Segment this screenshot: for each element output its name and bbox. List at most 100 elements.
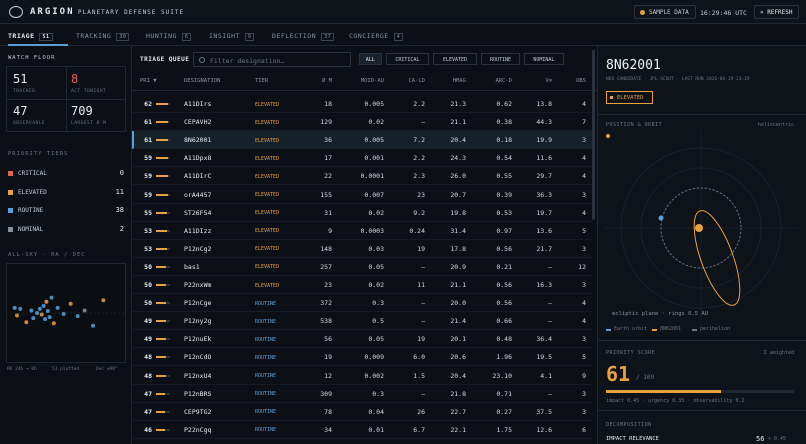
sky-point xyxy=(82,308,87,313)
cell: A11Dpx8 xyxy=(184,154,212,163)
filter-button[interactable]: ROUTINE xyxy=(480,53,521,65)
cell: ELEVATED xyxy=(255,192,280,198)
column-header[interactable]: V∞ xyxy=(545,78,552,84)
cell: 0.48 xyxy=(496,335,512,344)
legend-label: Earth orbit xyxy=(614,326,648,332)
cell: 4 xyxy=(582,172,586,181)
table-row[interactable] xyxy=(132,186,592,204)
cell: 8N62001 xyxy=(184,136,212,145)
table-row[interactable] xyxy=(132,95,592,113)
sky-footer: Dec ±90° xyxy=(96,367,118,372)
stat-label: ACT TONIGHT xyxy=(71,89,107,94)
cell: 56 xyxy=(324,335,332,344)
table-row[interactable] xyxy=(132,312,592,331)
brand: ARGION xyxy=(30,7,75,17)
column-header[interactable]: ARC·D xyxy=(495,78,512,84)
table-row[interactable] xyxy=(132,403,592,421)
filter-input[interactable]: Filter designation… xyxy=(193,52,351,67)
cell: 0.62 xyxy=(496,100,512,108)
table-row[interactable] xyxy=(132,222,592,240)
cell: ELEVATED xyxy=(255,228,280,235)
search-icon xyxy=(199,57,205,63)
table-row[interactable] xyxy=(132,131,592,150)
section-title: POSITION & ORBIT xyxy=(606,122,663,128)
cell: P22nxWm xyxy=(184,281,212,289)
priority-value: 59 xyxy=(144,190,152,199)
column-header[interactable]: TIER xyxy=(255,78,269,84)
cell: 3 xyxy=(582,190,586,199)
cell: 78 xyxy=(324,407,332,416)
cell: 129 xyxy=(320,118,332,127)
cell: 23 xyxy=(417,190,425,199)
cell: 257 xyxy=(320,262,332,271)
table-row[interactable] xyxy=(132,204,592,222)
column-header[interactable]: HMAG xyxy=(452,78,466,84)
cell: — xyxy=(421,262,425,271)
stat-value: 8 xyxy=(71,72,79,86)
stat-value: 47 xyxy=(13,104,28,118)
column-header[interactable]: DESIGNATION xyxy=(184,78,221,84)
sky-footer: 51 plotted xyxy=(52,367,80,372)
column-header[interactable]: OBS xyxy=(576,78,586,84)
cell: 4 xyxy=(582,208,586,217)
cell: 13.6 xyxy=(536,226,552,235)
tab[interactable]: TRACKING 30 xyxy=(76,24,136,46)
column-header[interactable]: Ø M xyxy=(322,78,332,84)
sky-point xyxy=(44,299,49,304)
priority-value: 49 xyxy=(144,317,152,326)
cell: A11DIrC xyxy=(184,172,212,181)
cell: 5 xyxy=(582,226,586,235)
cell: 0.97 xyxy=(496,226,512,235)
table-row[interactable] xyxy=(132,149,592,168)
filter-button[interactable]: NOMINAL xyxy=(524,53,564,65)
tab[interactable]: DEFLECTION 37 xyxy=(272,24,335,46)
earth xyxy=(658,215,664,221)
cell: 1.5 xyxy=(413,371,425,380)
tab[interactable]: TRIAGE 51 xyxy=(8,24,68,46)
table-row[interactable] xyxy=(132,385,592,403)
cell: — xyxy=(421,118,425,127)
cell: 6 xyxy=(582,425,586,434)
table-row[interactable] xyxy=(132,167,592,186)
tab[interactable]: CONCIERGE 4 xyxy=(349,24,409,46)
cell: — xyxy=(548,317,552,326)
table-row[interactable] xyxy=(132,113,592,132)
table-row[interactable] xyxy=(132,421,592,439)
divider xyxy=(597,410,806,411)
sample-badge: SAMPLE DATA xyxy=(634,5,696,19)
table-row[interactable] xyxy=(132,330,592,349)
tab[interactable]: HUNTING 6 xyxy=(146,24,206,46)
tab[interactable]: INSIGHT 9 xyxy=(209,24,269,46)
cell: 0.05 xyxy=(368,262,384,271)
table-row[interactable] xyxy=(132,276,592,294)
table-row[interactable] xyxy=(132,367,592,385)
cell: 0.21 xyxy=(496,262,512,271)
priority-value: 48 xyxy=(144,353,152,362)
section-title: DECOMPOSITION xyxy=(606,422,652,428)
cell: 4 xyxy=(582,100,586,108)
column-header[interactable]: CA·LD xyxy=(408,78,425,84)
decomp-label: IMPACT RELEVANCE xyxy=(606,436,659,442)
cell: 0.0003 xyxy=(360,226,384,235)
table-row[interactable] xyxy=(132,240,592,258)
priority-bar xyxy=(156,265,166,268)
column-header[interactable]: MOID·AU xyxy=(360,78,384,84)
filter-button[interactable]: CRITICAL xyxy=(385,53,430,65)
cell: ROUTINE xyxy=(255,427,277,434)
refresh-button[interactable]: » REFRESH xyxy=(754,5,799,19)
table-row[interactable] xyxy=(132,348,592,367)
cell: P12nCge xyxy=(184,299,212,308)
legend-label: perihelion xyxy=(700,326,731,332)
filter-button[interactable]: ELEVATED xyxy=(433,53,477,65)
ring xyxy=(620,147,782,309)
tab-label: TRIAGE xyxy=(8,32,35,40)
table-row[interactable] xyxy=(132,294,592,313)
priority-value: 59 xyxy=(144,154,152,163)
sky-point xyxy=(18,306,23,311)
cell: 148 xyxy=(320,244,332,253)
table-row[interactable] xyxy=(132,258,592,276)
filter-button[interactable]: ALL xyxy=(359,53,382,65)
priority-bar xyxy=(156,139,169,142)
column-header[interactable]: PRI ▼ xyxy=(140,78,157,84)
cell: 3 xyxy=(582,281,586,289)
